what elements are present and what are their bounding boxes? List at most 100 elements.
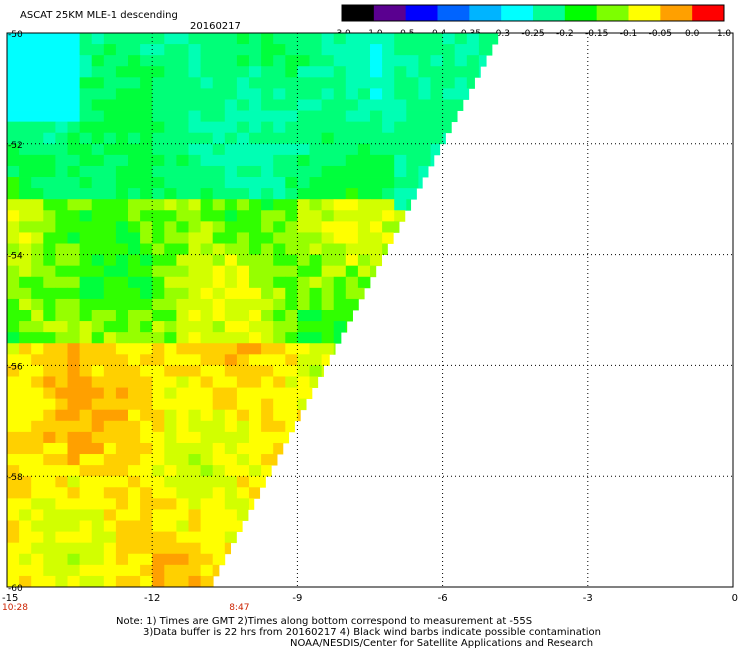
- heatmap-cell: [236, 132, 250, 145]
- heatmap-cell: [212, 44, 226, 56]
- y-axis-ticks: -50-52-54-56-58-60: [8, 30, 23, 594]
- heatmap-cell: [43, 531, 56, 544]
- heatmap-cell: [430, 143, 441, 156]
- heatmap-cell: [273, 431, 286, 444]
- heatmap-cell: [357, 199, 371, 211]
- heatmap-cell: [357, 265, 371, 278]
- heatmap-cell: [164, 254, 177, 267]
- heatmap-cell: [200, 221, 214, 233]
- heatmap-cell: [297, 332, 310, 344]
- heatmap-cell: [67, 487, 80, 499]
- heatmap-cell: [188, 442, 201, 455]
- heatmap-cell: [297, 110, 310, 123]
- heatmap-cell: [224, 33, 238, 45]
- heatmap-cell: [321, 199, 335, 211]
- heatmap-cell: [43, 575, 56, 587]
- heatmap-cell: [261, 188, 274, 200]
- heatmap-cell: [236, 442, 250, 455]
- heatmap-cell: [261, 387, 274, 400]
- heatmap-cell: [176, 188, 189, 200]
- heatmap-cell: [128, 243, 141, 255]
- heatmap-cell: [188, 487, 201, 499]
- heatmap-cell: [212, 33, 226, 45]
- heatmap-cell: [357, 298, 359, 311]
- heatmap-cell: [297, 132, 310, 145]
- heatmap-cell: [79, 55, 93, 67]
- heatmap-cell: [55, 298, 68, 311]
- heatmap-cell: [31, 265, 44, 278]
- heatmap-cell: [91, 531, 105, 544]
- heatmap-cell: [43, 465, 56, 477]
- heatmap-cell: [297, 276, 310, 289]
- heatmap-cell: [79, 188, 93, 200]
- heatmap-cell: [164, 132, 177, 145]
- colorbar-label: -0.05: [649, 29, 672, 39]
- heatmap-cell: [31, 88, 44, 100]
- heatmap-cell: [478, 33, 492, 45]
- heatmap-cell: [43, 243, 56, 255]
- heatmap-cell: [382, 188, 395, 200]
- heatmap-cell: [55, 575, 68, 587]
- heatmap-cell: [19, 66, 32, 78]
- heatmap-cell: [418, 165, 429, 178]
- heatmap-cell: [200, 143, 214, 156]
- heatmap-cell: [309, 88, 322, 100]
- heatmap-cell: [31, 254, 44, 267]
- heatmap-cell: [103, 343, 117, 355]
- heatmap-cell: [321, 243, 335, 255]
- heatmap-cell: [31, 287, 44, 300]
- heatmap-cell: [115, 376, 129, 388]
- heatmap-cell: [188, 531, 201, 544]
- heatmap-cell: [333, 287, 347, 300]
- heatmap-cell: [261, 121, 274, 134]
- heatmap-cell: [140, 531, 153, 544]
- heatmap-cell: [478, 66, 481, 78]
- heatmap-cell: [188, 188, 201, 200]
- heatmap-cell: [273, 210, 286, 222]
- heatmap-cell: [188, 376, 201, 388]
- heatmap-cell: [79, 143, 93, 156]
- heatmap-cell: [31, 454, 44, 466]
- heatmap-cell: [466, 77, 475, 89]
- heatmap-cell: [103, 531, 117, 544]
- heatmap-cell: [164, 343, 177, 355]
- heatmap-cell: [128, 420, 141, 433]
- heatmap-cell: [164, 165, 177, 178]
- heatmap-cell: [176, 343, 189, 355]
- heatmap-cell: [55, 376, 68, 388]
- heatmap-cell: [128, 154, 141, 167]
- heatmap-cell: [454, 66, 468, 78]
- heatmap-cell: [261, 376, 274, 388]
- heatmap-cell: [224, 465, 238, 477]
- heatmap-cell: [212, 55, 226, 67]
- heatmap-cell: [103, 132, 117, 145]
- heatmap-cell: [297, 343, 310, 355]
- heatmap-cell: [224, 188, 238, 200]
- heatmap-cell: [285, 210, 298, 222]
- heatmap-cell: [382, 33, 395, 45]
- heatmap-cell: [321, 177, 335, 189]
- heatmap-cell: [212, 531, 226, 544]
- heatmap-cell: [67, 420, 80, 433]
- heatmap-cell: [103, 542, 117, 555]
- heatmap-cell: [67, 110, 80, 123]
- heatmap-cell: [466, 88, 470, 100]
- heatmap-cell: [79, 154, 93, 167]
- heatmap-cell: [55, 287, 68, 300]
- heatmap-cell: [370, 143, 383, 156]
- heatmap-cell: [309, 365, 322, 377]
- heatmap-cell: [115, 442, 129, 455]
- heatmap-cell: [370, 33, 383, 45]
- heatmap-cell: [297, 77, 310, 89]
- heatmap-cell: [188, 121, 201, 134]
- heatmap-cell: [273, 177, 286, 189]
- heatmap-cell: [406, 121, 419, 134]
- heatmap-cell: [43, 454, 56, 466]
- heatmap-cell: [273, 77, 286, 89]
- heatmap-cell: [152, 132, 165, 145]
- heatmap-cell: [115, 542, 129, 555]
- heatmap-cell: [273, 265, 286, 278]
- heatmap-cell: [200, 310, 214, 322]
- heatmap-cell: [19, 498, 32, 510]
- heatmap-cell: [249, 310, 262, 322]
